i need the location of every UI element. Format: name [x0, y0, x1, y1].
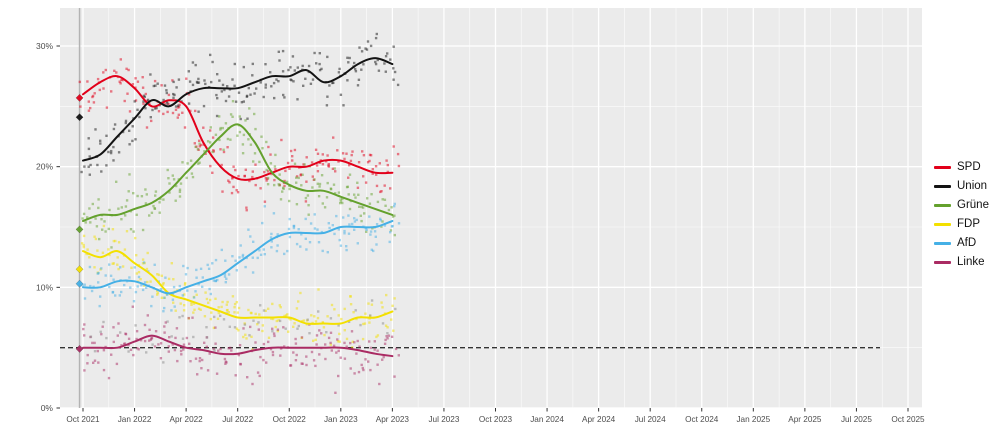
x-axis-label: Oct 2022	[273, 415, 307, 424]
legend-label: SPD	[957, 160, 981, 173]
x-axis-label: Oct 2023	[479, 415, 513, 424]
x-axis-label: Apr 2023	[376, 415, 410, 424]
plot-background	[60, 8, 922, 408]
x-axis-label: Jul 2022	[222, 415, 253, 424]
election-result-markers	[75, 93, 84, 353]
legend-key-line	[934, 242, 951, 245]
legend-label: Union	[957, 179, 988, 192]
legend-label: Grüne	[957, 198, 989, 211]
x-axis-label: Jan 2022	[118, 415, 152, 424]
y-axis-label: 10%	[36, 282, 53, 292]
x-axis-label: Apr 2022	[170, 415, 204, 424]
legend-item-SPD: SPD	[934, 158, 989, 177]
legend-item-FDP: FDP	[934, 215, 989, 234]
trend-line-SPD	[82, 75, 394, 181]
legend-item-AfD: AfD	[934, 234, 989, 253]
trend-line-Grüne	[82, 123, 394, 222]
axes: 0% 10% 20% 30% Oct 2021 Jan 2022 Apr 2022 Jul 2…	[36, 41, 925, 424]
legend-label: Linke	[957, 255, 985, 268]
legend-label: FDP	[957, 217, 980, 230]
legend-item-Union: Union	[934, 177, 989, 196]
scatter-points-Union	[80, 32, 400, 176]
y-axis-label: 20%	[36, 162, 53, 172]
legend-key-line	[934, 166, 951, 169]
legend-item-Linke: Linke	[934, 253, 989, 272]
x-axis-label: Jan 2023	[324, 415, 358, 424]
y-axis-label: 0%	[41, 403, 54, 413]
legend-key-line	[934, 223, 951, 226]
x-axis-label: Jul 2024	[635, 415, 666, 424]
gridlines-major	[60, 8, 922, 409]
trend-line-AfD	[82, 220, 394, 295]
x-axis-label: Oct 2021	[66, 415, 100, 424]
legend-key-line	[934, 185, 951, 188]
y-axis-label: 30%	[36, 41, 53, 51]
x-axis-label: Jul 2023	[428, 415, 459, 424]
trend-line-Linke	[82, 334, 394, 358]
legend-item-Grüne: Grüne	[934, 196, 989, 215]
trend-line-Union	[82, 57, 394, 162]
trend-line-FDP	[82, 250, 394, 325]
scatter-points-Linke	[82, 305, 400, 394]
legend-key-line	[934, 261, 951, 264]
x-axis-label: Oct 2025	[891, 415, 925, 424]
x-axis-label: Apr 2025	[788, 415, 822, 424]
legend: SPD Union Grüne FDP AfD Linke	[934, 158, 989, 272]
legend-key-line	[934, 204, 951, 207]
legend-label: AfD	[957, 236, 977, 249]
x-axis-label: Oct 2024	[685, 415, 719, 424]
x-axis-label: Jul 2025	[841, 415, 872, 424]
scatter-points-Sonstige	[79, 299, 397, 364]
x-axis-label: Apr 2024	[582, 415, 616, 424]
x-axis-label: Jan 2024	[530, 415, 564, 424]
x-axis-label: Jan 2025	[736, 415, 770, 424]
